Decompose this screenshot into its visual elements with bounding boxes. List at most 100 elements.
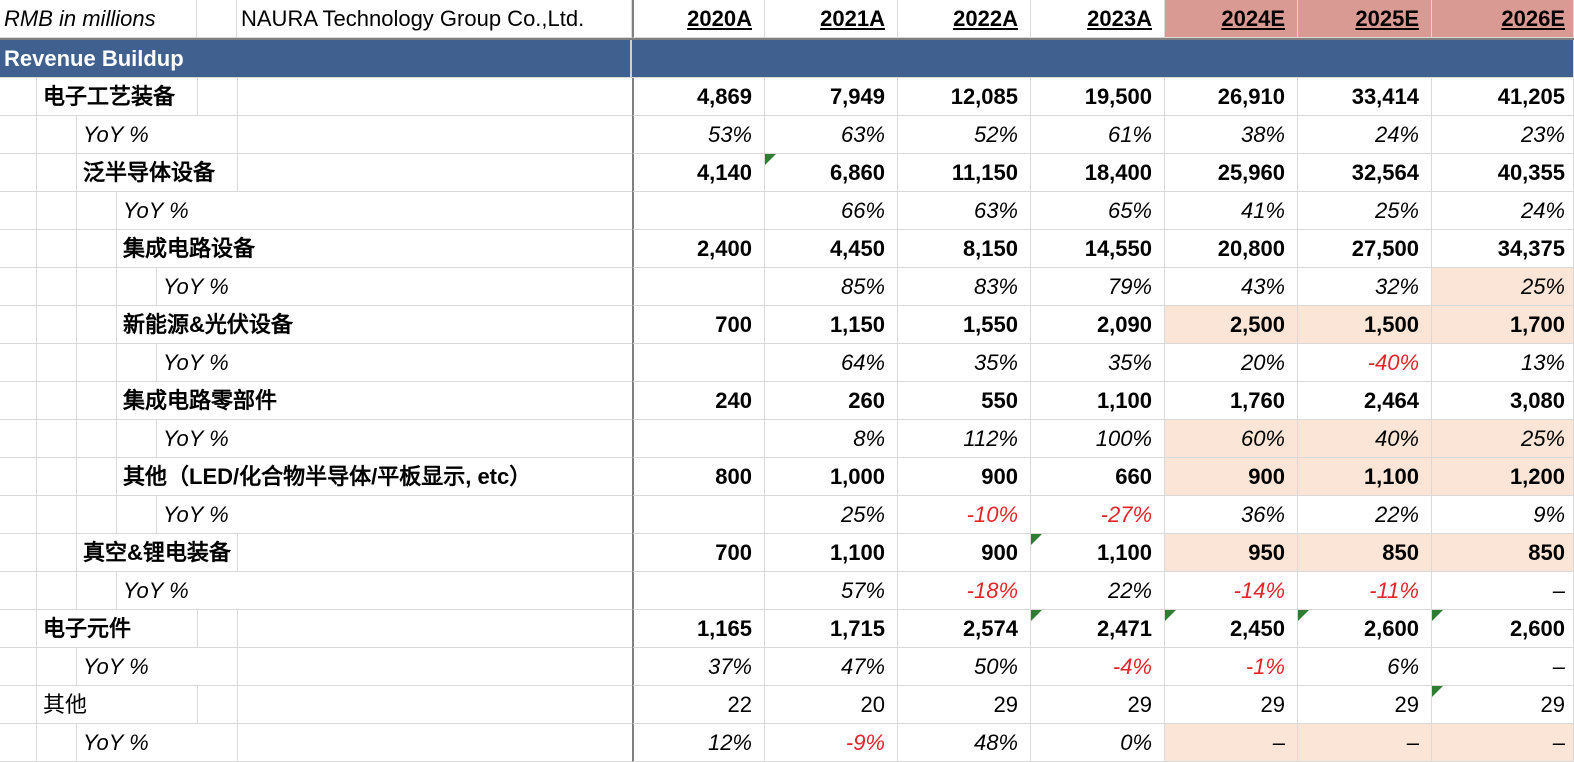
yoy-cell[interactable]: -18%	[898, 572, 1031, 610]
empty-cell[interactable]	[0, 192, 37, 230]
value-cell[interactable]: 1,100	[765, 534, 898, 572]
empty-cell[interactable]	[0, 344, 37, 382]
value-cell[interactable]: 2,464	[1298, 382, 1432, 420]
value-cell[interactable]: 4,450	[765, 230, 898, 268]
empty-cell[interactable]	[37, 496, 77, 534]
value-cell[interactable]: 26,910	[1165, 78, 1298, 116]
comment-marker-icon[interactable]	[1031, 610, 1042, 621]
empty-cell[interactable]	[0, 382, 37, 420]
yoy-label[interactable]: YoY %	[77, 116, 632, 154]
value-cell[interactable]: 7,949	[765, 78, 898, 116]
yoy-cell[interactable]: 60%	[1165, 420, 1298, 458]
year-header-2021[interactable]: 2021A	[765, 0, 898, 38]
value-cell[interactable]: 2,450	[1165, 610, 1298, 648]
value-cell[interactable]: 33,414	[1298, 78, 1432, 116]
yoy-cell[interactable]: -4%	[1031, 648, 1165, 686]
empty-cell[interactable]	[0, 686, 37, 724]
section-fill[interactable]	[632, 40, 1574, 78]
value-cell[interactable]: 29	[1165, 686, 1298, 724]
value-cell[interactable]: 22	[632, 686, 765, 724]
value-cell[interactable]: 41,205	[1432, 78, 1574, 116]
yoy-cell[interactable]: 6%	[1298, 648, 1432, 686]
yoy-cell[interactable]: 57%	[765, 572, 898, 610]
empty-cell[interactable]	[0, 458, 37, 496]
empty-cell[interactable]	[37, 154, 77, 192]
value-cell[interactable]: 1,100	[1031, 534, 1165, 572]
yoy-cell[interactable]: 25%	[1432, 268, 1574, 306]
yoy-cell[interactable]: 79%	[1031, 268, 1165, 306]
yoy-cell[interactable]: 61%	[1031, 116, 1165, 154]
line-item-label[interactable]: 泛半导体设备	[77, 154, 632, 192]
yoy-cell[interactable]: –	[1165, 724, 1298, 762]
empty-cell[interactable]	[77, 572, 117, 610]
yoy-cell[interactable]: 64%	[765, 344, 898, 382]
empty-cell[interactable]	[0, 724, 37, 762]
value-cell[interactable]: 660	[1031, 458, 1165, 496]
empty-cell[interactable]	[0, 572, 37, 610]
empty-cell[interactable]	[0, 610, 37, 648]
value-cell[interactable]: 18,400	[1031, 154, 1165, 192]
value-cell[interactable]: 3,080	[1432, 382, 1574, 420]
empty-cell[interactable]	[37, 648, 77, 686]
value-cell[interactable]: 2,574	[898, 610, 1031, 648]
yoy-cell[interactable]: –	[1432, 572, 1574, 610]
empty-cell[interactable]	[0, 648, 37, 686]
value-cell[interactable]: 29	[898, 686, 1031, 724]
value-cell[interactable]: 2,600	[1298, 610, 1432, 648]
yoy-cell[interactable]: –	[1432, 648, 1574, 686]
yoy-cell[interactable]: 25%	[1432, 420, 1574, 458]
empty-cell[interactable]	[37, 268, 77, 306]
empty-cell[interactable]	[0, 230, 37, 268]
yoy-label[interactable]: YoY %	[157, 268, 632, 306]
empty-cell[interactable]	[37, 534, 77, 572]
yoy-label[interactable]: YoY %	[157, 420, 632, 458]
yoy-cell[interactable]: 40%	[1298, 420, 1432, 458]
comment-marker-icon[interactable]	[1165, 610, 1176, 621]
empty-cell[interactable]	[77, 306, 117, 344]
yoy-cell[interactable]: 37%	[632, 648, 765, 686]
value-cell[interactable]: 29	[1031, 686, 1165, 724]
yoy-cell[interactable]: 0%	[1031, 724, 1165, 762]
yoy-cell[interactable]: 100%	[1031, 420, 1165, 458]
yoy-cell[interactable]: 24%	[1298, 116, 1432, 154]
yoy-cell[interactable]: 43%	[1165, 268, 1298, 306]
empty-cell[interactable]	[0, 268, 37, 306]
empty-cell[interactable]	[117, 344, 157, 382]
value-cell[interactable]: 900	[898, 458, 1031, 496]
value-cell[interactable]: 20,800	[1165, 230, 1298, 268]
empty-cell[interactable]	[77, 344, 117, 382]
yoy-cell[interactable]: 48%	[898, 724, 1031, 762]
yoy-cell[interactable]	[632, 420, 765, 458]
yoy-label[interactable]: YoY %	[157, 496, 632, 534]
value-cell[interactable]: 1,000	[765, 458, 898, 496]
empty-cell[interactable]	[77, 382, 117, 420]
value-cell[interactable]: 1,715	[765, 610, 898, 648]
line-item-label[interactable]: 其他	[37, 686, 632, 724]
empty-cell[interactable]	[37, 724, 77, 762]
value-cell[interactable]: 27,500	[1298, 230, 1432, 268]
line-item-label[interactable]: 其他（LED/化合物半导体/平板显示, etc）	[117, 458, 632, 496]
value-cell[interactable]: 25,960	[1165, 154, 1298, 192]
value-cell[interactable]: 1,100	[1031, 382, 1165, 420]
yoy-cell[interactable]: –	[1298, 724, 1432, 762]
value-cell[interactable]: 1,150	[765, 306, 898, 344]
empty-cell[interactable]	[77, 268, 117, 306]
empty-cell[interactable]	[197, 0, 237, 38]
value-cell[interactable]: 700	[632, 534, 765, 572]
yoy-cell[interactable]: 24%	[1432, 192, 1574, 230]
value-cell[interactable]: 550	[898, 382, 1031, 420]
yoy-cell[interactable]: 65%	[1031, 192, 1165, 230]
empty-cell[interactable]	[0, 116, 37, 154]
value-cell[interactable]: 1,165	[632, 610, 765, 648]
empty-cell[interactable]	[77, 458, 117, 496]
yoy-cell[interactable]: 32%	[1298, 268, 1432, 306]
yoy-cell[interactable]: 47%	[765, 648, 898, 686]
line-item-label[interactable]: 集成电路设备	[117, 230, 632, 268]
value-cell[interactable]: 900	[898, 534, 1031, 572]
value-cell[interactable]: 34,375	[1432, 230, 1574, 268]
empty-cell[interactable]	[77, 496, 117, 534]
yoy-cell[interactable]: -11%	[1298, 572, 1432, 610]
value-cell[interactable]: 20	[765, 686, 898, 724]
yoy-cell[interactable]: 53%	[632, 116, 765, 154]
yoy-cell[interactable]: 13%	[1432, 344, 1574, 382]
